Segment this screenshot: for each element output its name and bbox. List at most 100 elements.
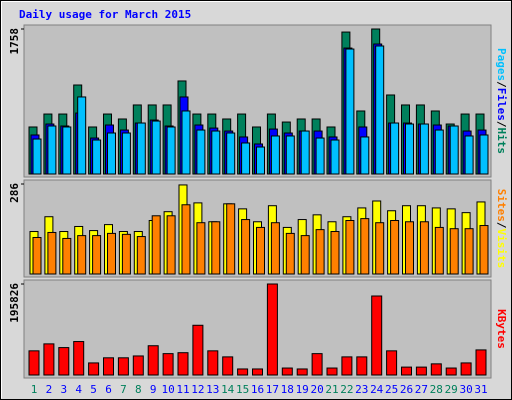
bar (162, 353, 174, 376)
bar (107, 132, 116, 175)
bar (475, 349, 487, 376)
x-tick-label: 22 (340, 383, 353, 396)
legend-separator: / (495, 121, 508, 128)
bar (371, 295, 383, 376)
bar (449, 125, 459, 175)
bar (92, 139, 102, 175)
bar (479, 134, 489, 175)
x-tick-label: 14 (221, 383, 235, 396)
bar (226, 203, 236, 275)
x-tick-label: 26 (400, 383, 413, 396)
x-tick-label: 21 (325, 383, 338, 396)
bar (88, 362, 100, 376)
bar (464, 135, 474, 175)
bar (296, 368, 308, 376)
bar (401, 366, 412, 376)
x-tick-label: 12 (191, 383, 204, 396)
bar (315, 229, 325, 275)
bar (241, 219, 251, 275)
panel (23, 279, 492, 379)
bar (341, 356, 353, 376)
bar (345, 220, 355, 275)
bar (62, 237, 72, 275)
x-tick-label: 3 (60, 383, 67, 396)
legend-entry: Files (495, 88, 508, 121)
bar (360, 136, 370, 175)
x-tick-label: 25 (385, 383, 398, 396)
x-tick-label: 7 (120, 383, 127, 396)
x-tick-label: 8 (135, 383, 142, 396)
bar (237, 368, 249, 376)
bar (390, 122, 400, 175)
bar (345, 48, 355, 175)
bar (226, 132, 236, 175)
x-tick-label: 20 (310, 383, 323, 396)
legend-entry: Pages (495, 48, 508, 81)
legend-entry: KBytes (495, 309, 508, 349)
bar (300, 130, 310, 175)
bar (103, 357, 114, 376)
bar (151, 215, 161, 275)
bar (356, 356, 368, 376)
bar (177, 352, 189, 376)
bar (252, 368, 263, 376)
x-tick-label: 4 (75, 383, 82, 396)
bar (415, 366, 427, 376)
bar (360, 218, 370, 275)
x-tick-label: 24 (370, 383, 384, 396)
x-tick-label: 10 (161, 383, 174, 396)
bar (375, 45, 385, 175)
bar (326, 367, 338, 376)
bar (241, 142, 251, 175)
bar (151, 120, 161, 175)
x-tick-label: 28 (430, 383, 443, 396)
bar (136, 122, 146, 175)
bar (430, 363, 442, 376)
bar (92, 235, 102, 275)
bar (315, 137, 325, 175)
x-tick-label: 2 (46, 383, 53, 396)
bar (47, 231, 57, 275)
bar (192, 324, 204, 376)
bar (166, 126, 176, 175)
bar (375, 222, 385, 275)
legend: Pages/Files/Hits (495, 48, 508, 154)
legend: Sites/Visits (495, 189, 508, 269)
bar (77, 96, 87, 175)
x-tick-label: 17 (266, 383, 279, 396)
bar (196, 129, 206, 175)
bar (449, 228, 459, 275)
bar (330, 139, 340, 175)
bar (211, 130, 221, 175)
bar (464, 228, 474, 275)
bar (58, 347, 70, 376)
bar (256, 226, 265, 275)
bar (73, 341, 85, 376)
bar (196, 222, 206, 275)
bar (211, 221, 221, 275)
bar (479, 225, 489, 275)
legend-separator: / (495, 81, 508, 88)
bar (419, 221, 429, 275)
bar (181, 204, 191, 275)
bar (419, 123, 429, 175)
bar (285, 135, 295, 175)
bar (405, 221, 414, 275)
y-tick-label: 286 (8, 183, 21, 203)
legend-entry: Hits (495, 128, 508, 155)
bar (390, 220, 400, 275)
legend-entry: Visits (495, 229, 508, 269)
legend-entry: Sites (495, 189, 508, 222)
bar (445, 367, 457, 376)
bar (285, 232, 295, 275)
x-tick-label: 1 (31, 383, 38, 396)
bar (300, 235, 310, 275)
bar (47, 125, 57, 175)
x-tick-label: 27 (415, 383, 428, 396)
x-tick-label: 11 (176, 383, 189, 396)
y-tick-label: 195826 (8, 283, 21, 323)
bar (330, 231, 340, 275)
bar (132, 355, 144, 376)
x-tick-label: 6 (105, 383, 112, 396)
